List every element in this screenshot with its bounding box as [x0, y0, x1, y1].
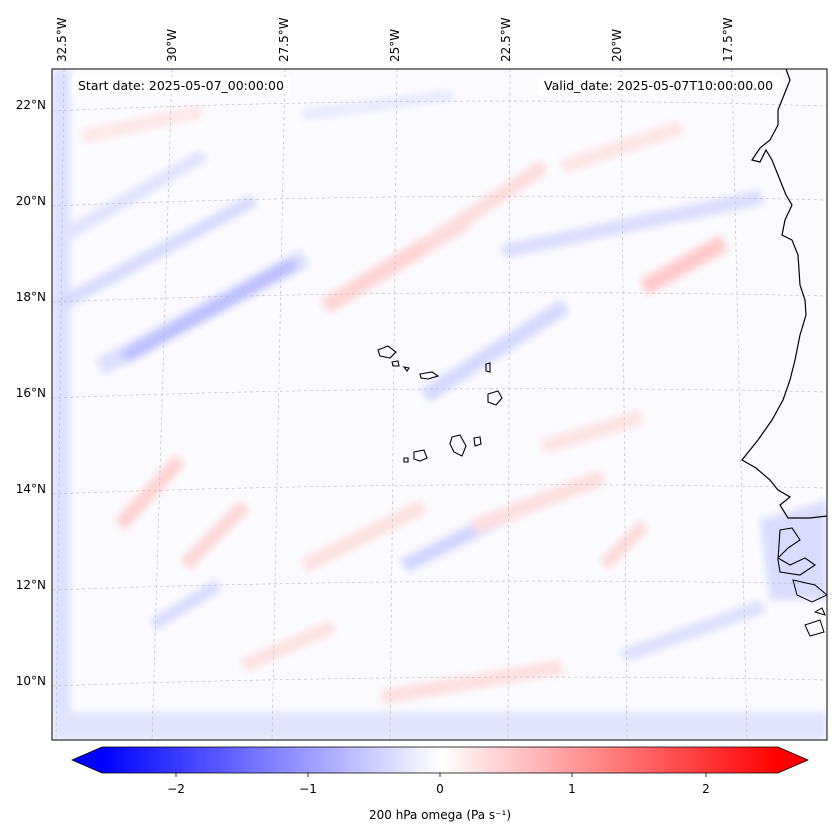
lon-label: 22.5°W: [499, 17, 513, 62]
africa-coastline: [741, 69, 827, 519]
valid-date-label: Valid_date: 2025-05-07T10:00:00.00: [538, 77, 780, 94]
lon-label: 32.5°W: [55, 17, 69, 62]
lat-label: 16°N: [15, 386, 46, 400]
colorbar-tick-label: −1: [299, 782, 317, 796]
omega-field: [52, 69, 827, 740]
lon-label: 20°W: [610, 28, 624, 62]
lon-label: 27.5°W: [277, 17, 291, 62]
graticule: [52, 69, 827, 740]
colorbar-ticks: [175, 773, 707, 777]
start-date-label: Start date: 2025-05-07_00:00:00: [72, 77, 290, 94]
lon-label: 17.5°W: [721, 17, 735, 62]
lon-label: 30°W: [165, 28, 179, 62]
colorbar-tick-label: 0: [436, 782, 444, 796]
colorbar: [70, 746, 810, 777]
colorbar-tick-label: −2: [167, 782, 185, 796]
colorbar-tick-label: 1: [568, 782, 576, 796]
colorbar-tick-label: 2: [702, 782, 710, 796]
lon-label: 25°W: [388, 28, 402, 62]
lat-label: 20°N: [15, 194, 46, 208]
cape-verde-islands: [377, 345, 503, 463]
colorbar-label: 200 hPa omega (Pa s⁻¹): [368, 808, 511, 822]
map-frame: [51, 68, 828, 741]
lat-label: 12°N: [15, 578, 46, 592]
lat-label: 22°N: [15, 98, 46, 112]
lat-label: 18°N: [15, 290, 46, 304]
lat-label: 10°N: [15, 674, 46, 688]
lat-label: 14°N: [15, 482, 46, 496]
